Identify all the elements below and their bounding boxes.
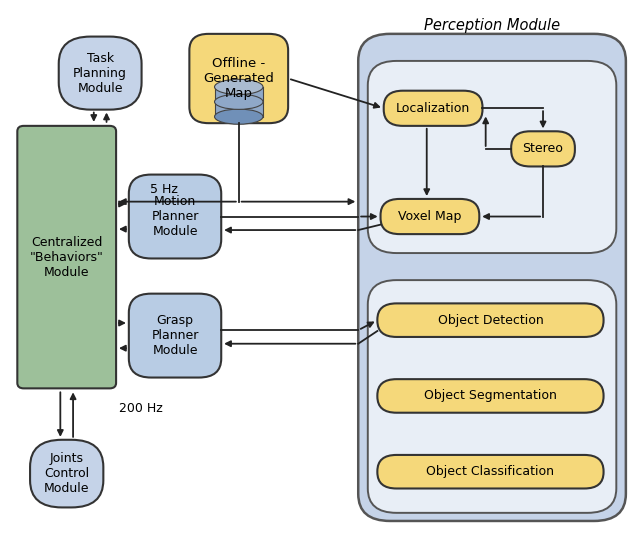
Text: Motion
Planner
Module: Motion Planner Module (151, 195, 198, 238)
Text: 200 Hz: 200 Hz (119, 402, 163, 415)
FancyBboxPatch shape (358, 34, 626, 521)
Text: Task
Planning
Module: Task Planning Module (73, 52, 127, 95)
FancyBboxPatch shape (381, 199, 479, 234)
FancyBboxPatch shape (17, 126, 116, 388)
FancyBboxPatch shape (59, 36, 141, 110)
Text: Centralized
"Behaviors"
Module: Centralized "Behaviors" Module (30, 236, 104, 279)
Text: Perception Module: Perception Module (424, 18, 560, 33)
Ellipse shape (214, 79, 263, 95)
FancyBboxPatch shape (189, 34, 288, 123)
Text: Object Detection: Object Detection (438, 314, 543, 326)
FancyBboxPatch shape (129, 175, 221, 258)
Ellipse shape (214, 109, 263, 124)
FancyBboxPatch shape (129, 294, 221, 378)
Text: Offline -
Generated
Map: Offline - Generated Map (204, 57, 274, 100)
Text: Joints
Control
Module: Joints Control Module (44, 452, 90, 495)
Text: 5 Hz: 5 Hz (150, 183, 178, 196)
Text: Object Classification: Object Classification (426, 465, 554, 478)
FancyBboxPatch shape (378, 304, 604, 337)
Bar (214, 87, 263, 116)
Text: Stereo: Stereo (523, 143, 563, 156)
FancyBboxPatch shape (384, 91, 483, 126)
FancyBboxPatch shape (378, 379, 604, 413)
FancyBboxPatch shape (368, 61, 616, 253)
FancyBboxPatch shape (511, 131, 575, 166)
FancyBboxPatch shape (30, 440, 103, 508)
Text: Object Segmentation: Object Segmentation (424, 390, 557, 403)
Text: Grasp
Planner
Module: Grasp Planner Module (151, 314, 198, 357)
FancyBboxPatch shape (368, 280, 616, 513)
Ellipse shape (214, 94, 263, 109)
FancyBboxPatch shape (378, 455, 604, 489)
Text: Voxel Map: Voxel Map (398, 210, 461, 223)
Text: Localization: Localization (396, 102, 470, 115)
